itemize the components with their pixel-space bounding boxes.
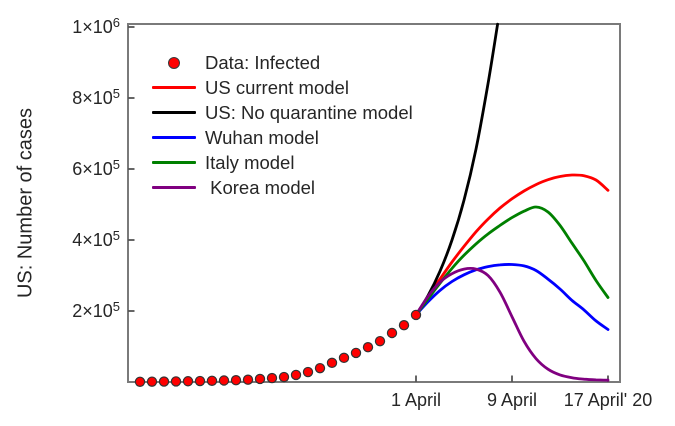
data-point	[374, 335, 386, 347]
legend-line-swatch-icon	[152, 85, 196, 90]
data-point	[338, 352, 350, 364]
data-point	[134, 376, 146, 387]
data-point	[158, 376, 170, 387]
series-line-us-current-model	[414, 173, 610, 317]
y-tick-label: 2×105	[72, 298, 120, 321]
series-line-wuhan-model	[414, 263, 610, 331]
data-point	[398, 320, 410, 331]
data-point	[386, 327, 398, 339]
data-point	[218, 375, 230, 386]
x-tick-label: 17 April' 20	[563, 390, 653, 410]
legend-label: US: No quarantine model	[205, 101, 413, 123]
legend-item-data-infected: Data: Infected	[152, 50, 413, 75]
y-axis-title: US: Number of cases	[14, 107, 37, 299]
legend-label: US current model	[205, 76, 349, 98]
series-line-korea-model	[414, 266, 610, 382]
data-point	[350, 347, 362, 359]
legend-label: Italy model	[205, 151, 295, 173]
data-point	[182, 376, 194, 387]
legend-dot-marker-icon	[152, 56, 196, 69]
legend-line-swatch-icon	[152, 135, 196, 140]
data-point	[326, 357, 338, 369]
data-point	[146, 376, 158, 387]
data-point	[242, 374, 254, 385]
legend-line-swatch-icon	[152, 185, 196, 190]
legend-item-us-no-quarantine-model: US: No quarantine model	[152, 100, 413, 125]
data-point	[302, 366, 314, 378]
legend-line-swatch-icon	[152, 110, 196, 115]
data-point	[170, 376, 182, 387]
plot-frame	[127, 23, 621, 383]
data-point	[206, 375, 218, 386]
legend-item-us-current-model: US current model	[152, 75, 413, 100]
y-tick-label: 1×106	[72, 14, 120, 37]
legend-item-korea-model: Korea model	[152, 175, 413, 200]
data-point	[410, 309, 422, 321]
legend: Data: Infected US current model US: No qua…	[152, 50, 413, 200]
data-point	[266, 372, 278, 384]
y-tick-label: 8×105	[72, 85, 120, 108]
data-point	[278, 371, 290, 383]
legend-item-wuhan-model: Wuhan model	[152, 125, 413, 150]
x-tick-label: 9 April	[486, 390, 538, 410]
data-point	[254, 373, 266, 385]
data-points-data-infected	[134, 309, 422, 387]
legend-item-italy-model: Italy model	[152, 150, 413, 175]
x-tick-label: 1 April	[390, 390, 442, 410]
legend-label: Korea model	[205, 176, 316, 198]
data-point	[230, 375, 242, 386]
data-point	[314, 362, 326, 374]
legend-line-swatch-icon	[152, 160, 196, 165]
data-point	[194, 375, 206, 387]
legend-label: Data: Infected	[205, 51, 321, 73]
series-line-italy-model	[414, 205, 610, 317]
y-tick-label: 4×105	[72, 227, 120, 250]
data-point	[290, 369, 302, 381]
y-tick-label: 6×105	[72, 156, 120, 179]
data-point	[362, 342, 374, 353]
legend-label: Wuhan model	[205, 126, 319, 148]
